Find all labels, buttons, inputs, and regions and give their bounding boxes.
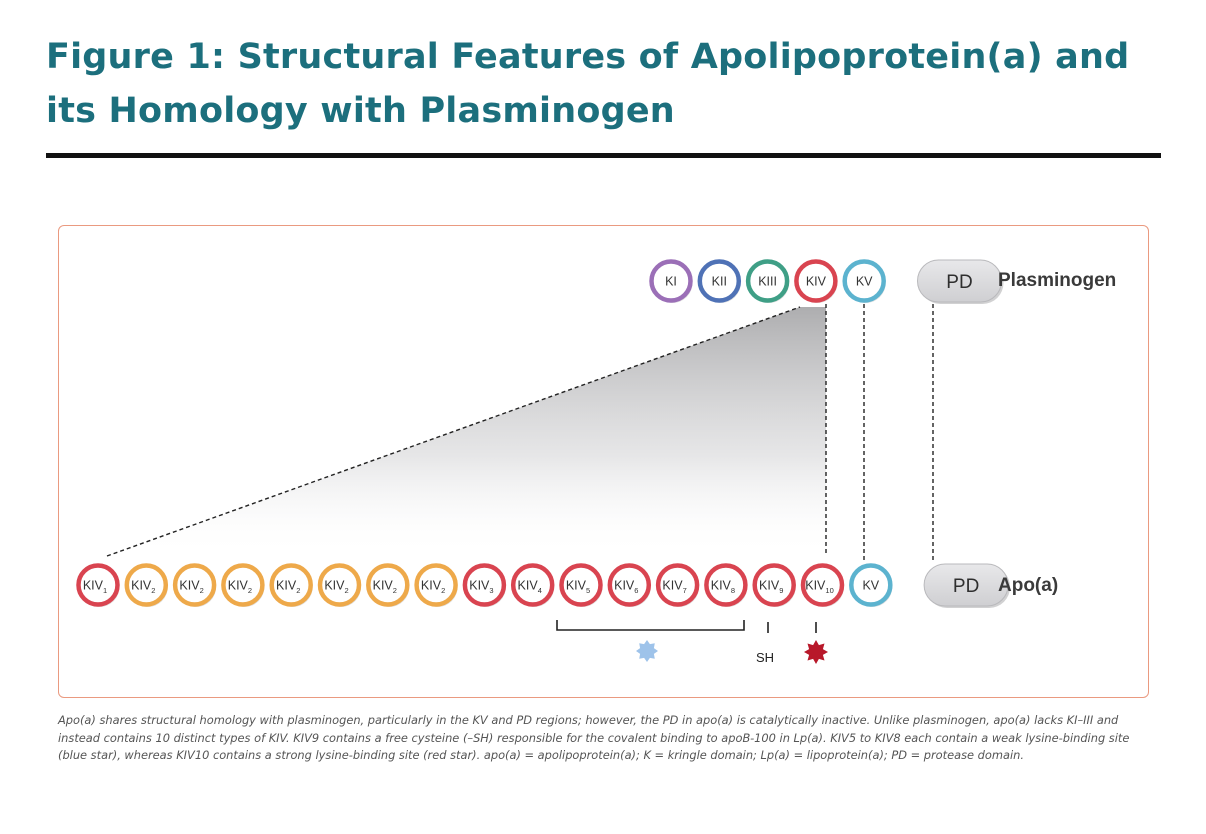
apoa-domain-kiv2: KIV2 bbox=[269, 563, 313, 607]
apoa-domain-kiv2-label: KIV2 bbox=[179, 579, 203, 596]
plasminogen-label: Plasminogen bbox=[998, 270, 1116, 291]
apoa-domain-kiv4-label: KIV4 bbox=[518, 579, 542, 596]
apoa-domain-kiv9: KIV9 bbox=[752, 563, 796, 607]
apoa-domain-kiv2: KIV2 bbox=[414, 563, 458, 607]
plasminogen-domain-kii-label: KII bbox=[712, 275, 727, 289]
plasminogen-domain-kv-label: KV bbox=[856, 275, 873, 289]
apoa-domain-kiv2-label: KIV2 bbox=[421, 579, 445, 596]
apoa-domain-kiv2-label: KIV2 bbox=[373, 579, 397, 596]
apoa-domain-kiv2-label: KIV2 bbox=[276, 579, 300, 596]
apoa-domain-kiv2: KIV2 bbox=[172, 563, 217, 607]
plasminogen-domain-kiii: KIII bbox=[745, 259, 790, 303]
apoa-domain-kiv4: KIV4 bbox=[510, 563, 555, 607]
plasminogen-domain-ki-label: KI bbox=[665, 275, 677, 289]
apoa-label: Apo(a) bbox=[998, 575, 1058, 596]
apoa-domain-kiv9-label: KIV9 bbox=[759, 579, 783, 596]
apoa-domain-kiv5: KIV5 bbox=[559, 563, 603, 607]
apoa-domain-kiv3: KIV3 bbox=[462, 563, 507, 607]
apoa-domain-kiv7-label: KIV7 bbox=[662, 579, 686, 596]
plasminogen-domain-kiii-label: KIII bbox=[758, 275, 777, 289]
weak-lysine-site-icon bbox=[636, 640, 658, 662]
plasminogen-domain-kiv-label: KIV bbox=[806, 275, 827, 289]
apoa-domain-kiv3-label: KIV3 bbox=[469, 579, 493, 596]
plasminogen-domain-kii: KII bbox=[697, 259, 742, 303]
kiv-expansion-cone bbox=[107, 307, 826, 556]
apoa-domain-kiv2-label: KIV2 bbox=[324, 579, 348, 596]
strong-lysine-site-icon bbox=[804, 640, 828, 664]
apoa-domain-kiv2: KIV2 bbox=[317, 563, 362, 607]
title-divider bbox=[46, 153, 1161, 158]
plasminogen-domain-ki: KI bbox=[649, 259, 693, 303]
apoa-domain-kiv6-label: KIV6 bbox=[614, 579, 638, 596]
expansion-dashed-line bbox=[106, 306, 801, 557]
apoa-domain-kiv7: KIV7 bbox=[655, 563, 700, 607]
plasminogen-pd-label: PD bbox=[946, 272, 972, 293]
apoa-domain-kiv2-label: KIV2 bbox=[131, 579, 155, 596]
plasminogen-pd-domain: PD bbox=[917, 259, 1004, 304]
apoa-domain-kiv1: KIV1 bbox=[76, 563, 120, 607]
apoa-domain-kv: KV bbox=[849, 563, 893, 607]
sh-label: SH bbox=[756, 650, 774, 665]
apoa-domain-kiv8-label: KIV8 bbox=[711, 579, 735, 596]
apoa-domain-kiv2: KIV2 bbox=[221, 563, 265, 607]
diagram-frame bbox=[58, 225, 1149, 698]
figure-title: Figure 1: Structural Features of Apolipo… bbox=[46, 37, 1130, 131]
apoa-domain-kv-label: KV bbox=[862, 579, 879, 593]
apoa-domain-kiv2: KIV2 bbox=[124, 563, 169, 607]
apoa-domain-kiv10: KIV10 bbox=[800, 563, 845, 607]
apoa-pd-label: PD bbox=[953, 576, 979, 597]
plasminogen-row: KI KII KIII KIV KV PD bbox=[649, 259, 1004, 304]
figure-caption: Apo(a) shares structural homology with p… bbox=[58, 713, 1130, 762]
plasminogen-domain-kv: KV bbox=[842, 259, 886, 303]
apoa-pd-domain: PD bbox=[923, 563, 1011, 608]
apoa-domain-kiv5-label: KIV5 bbox=[566, 579, 590, 596]
apoa-domain-kiv8: KIV8 bbox=[704, 563, 748, 607]
apoa-row: KIV1 KIV2 KIV2 KIV2 KIV2 KIV2 KIV2 KIV2 KIV3 KIV4… bbox=[76, 563, 1011, 608]
weak-site-bracket bbox=[556, 620, 745, 631]
apoa-domain-kiv1-label: KIV1 bbox=[83, 579, 107, 596]
apoa-domain-kiv2: KIV2 bbox=[366, 563, 410, 607]
apoa-domain-kiv6: KIV6 bbox=[607, 563, 652, 607]
apoa-domain-kiv2-label: KIV2 bbox=[228, 579, 252, 596]
plasminogen-domain-kiv: KIV bbox=[794, 259, 838, 303]
